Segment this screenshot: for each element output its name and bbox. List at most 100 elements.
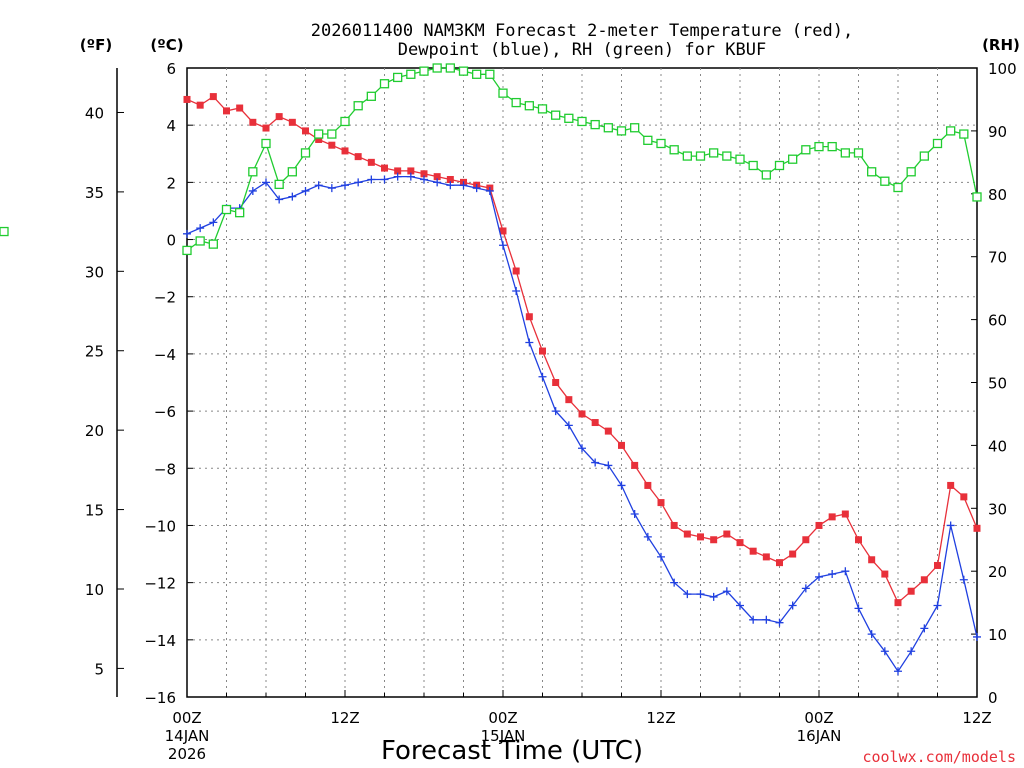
series-dewpoint	[183, 172, 981, 676]
temperature-point	[973, 524, 981, 532]
grid-lines	[187, 68, 977, 697]
dewpoint-point	[406, 172, 415, 181]
rh-point	[656, 138, 666, 149]
dewpoint-point	[525, 338, 534, 347]
temperature-point	[394, 167, 402, 175]
temperature-point	[223, 107, 230, 115]
rh-point	[603, 123, 613, 133]
rh-point	[932, 138, 943, 149]
temperature-point	[631, 461, 639, 469]
temperature-point	[446, 176, 454, 184]
temperature-point	[315, 135, 323, 143]
chart-title-line-1: 2026011400 NAM3KM Forecast 2-meter Tempe…	[311, 21, 853, 41]
fahrenheit-tick-label: 30	[85, 263, 104, 281]
dewpoint-point	[696, 590, 705, 599]
dewpoint-point	[828, 570, 837, 579]
fahrenheit-tick-label: 15	[85, 502, 104, 520]
time-tick-date: 16JAN	[797, 727, 842, 745]
temperature-point	[697, 533, 704, 541]
rh-tick-label: 30	[988, 500, 1007, 518]
temperature-point	[710, 536, 718, 544]
x-axis-label: Forecast Time (UTC)	[381, 736, 643, 766]
celsius-unit-label: (ºC)	[150, 36, 183, 54]
rh-point	[551, 110, 561, 120]
rh-point	[669, 145, 679, 155]
temperature-point	[328, 141, 336, 149]
rh-point	[287, 167, 297, 177]
rh-point	[867, 167, 877, 177]
rh-point	[853, 148, 864, 158]
temperature-point	[644, 481, 652, 489]
rh-point	[880, 176, 890, 186]
celsius-tick-label: 2	[166, 174, 176, 192]
dewpoint-point	[920, 624, 929, 633]
dewpoint-point	[617, 481, 626, 490]
fahrenheit-tick-label: 20	[85, 422, 104, 440]
dewpoint-point	[762, 615, 771, 624]
rh-point	[564, 113, 574, 123]
rh-point	[788, 154, 798, 164]
rh-point	[748, 160, 758, 171]
dewpoint-point	[736, 601, 744, 610]
rh-point	[840, 148, 850, 158]
rh-point	[432, 63, 442, 73]
dewpoint-point	[722, 587, 731, 596]
temperature-point	[552, 379, 560, 386]
rh-point	[366, 91, 376, 101]
rh-tick-label: 0	[988, 689, 998, 707]
rh-tick-label: 90	[988, 123, 1007, 141]
dewpoint-point	[867, 630, 876, 639]
temperature-point	[302, 127, 309, 135]
temperature-point	[736, 539, 744, 547]
temperature-point	[723, 530, 731, 538]
rh-point	[274, 179, 284, 190]
temperature-point	[262, 124, 270, 132]
dewpoint-point	[683, 590, 692, 599]
dewpoint-point	[959, 575, 968, 584]
rh-point	[182, 245, 192, 256]
dewpoint-point	[578, 444, 586, 453]
temperature-point	[776, 559, 783, 567]
temperature-point	[275, 113, 283, 121]
time-tick-date: 15JAN	[481, 727, 526, 745]
temperature-point	[841, 510, 849, 518]
fahrenheit-tick-label: 35	[85, 184, 104, 202]
rh-point	[511, 97, 521, 108]
temperature-point	[762, 553, 770, 561]
dewpoint-point	[367, 175, 376, 184]
dewpoint-point	[841, 567, 850, 576]
rh-tick-label: 50	[988, 375, 1007, 393]
temperature-point	[420, 170, 428, 178]
rh-point	[774, 160, 785, 171]
dewpoint-point	[709, 592, 718, 601]
temperature-point	[868, 556, 876, 564]
temperature-point	[341, 147, 349, 155]
series-temperature	[183, 93, 981, 607]
temperature-line	[186, 95, 978, 604]
temperature-point	[499, 227, 507, 235]
dewpoint-point	[630, 510, 639, 519]
dewpoint-point	[433, 178, 442, 187]
temperature-point	[604, 427, 612, 435]
rh-point	[972, 192, 982, 202]
chart-title-line-2: Dewpoint (blue), RH (green) for KBUF	[398, 40, 766, 60]
rh-point	[709, 148, 719, 158]
temperature-point	[539, 347, 546, 355]
time-tick-label: 12Z	[646, 709, 675, 727]
rh-point	[445, 63, 455, 73]
celsius-tick-label: −10	[144, 517, 176, 535]
time-tick-date: 14JAN	[165, 727, 210, 745]
dewpoint-point	[354, 178, 363, 187]
dewpoint-point	[196, 224, 205, 233]
temperature-point	[525, 313, 533, 321]
temperature-point	[894, 599, 902, 607]
temperature-point	[749, 547, 757, 555]
dewpoint-point	[183, 229, 191, 238]
celsius-tick-label: −16	[144, 689, 176, 707]
rh-point	[472, 69, 482, 79]
temperature-point	[960, 493, 968, 501]
fahrenheit-tick-label: 10	[85, 581, 104, 599]
temperature-point	[367, 158, 375, 166]
dewpoint-point	[538, 372, 547, 381]
